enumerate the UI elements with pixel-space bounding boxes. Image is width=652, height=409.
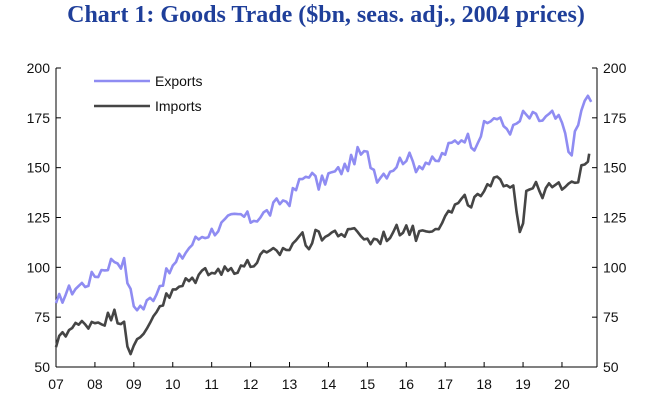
y-tick-label-right: 150 [603, 160, 627, 176]
x-tick-label: 14 [321, 376, 337, 392]
x-tick-label: 17 [437, 376, 453, 392]
x-tick-label: 07 [48, 376, 64, 392]
y-tick-label-left: 50 [34, 359, 50, 375]
x-tick-label: 12 [243, 376, 259, 392]
x-tick-label: 13 [282, 376, 298, 392]
chart-title: Chart 1: Goods Trade ($bn, seas. adj., 2… [67, 2, 585, 28]
y-tick-label-right: 125 [603, 210, 627, 226]
y-tick-label-left: 100 [27, 259, 51, 275]
y-tick-label-left: 75 [34, 309, 50, 325]
y-tick-label-right: 50 [603, 359, 619, 375]
x-tick-label: 19 [515, 376, 531, 392]
series-layer [54, 94, 593, 356]
axes-layer: 50 50 75 75 100 100 125 125 150 150 175 175 200 200 07… [27, 60, 627, 392]
series-line-imports [54, 153, 591, 356]
y-tick-label-right: 200 [603, 60, 627, 76]
y-tick-label-left: 175 [27, 110, 51, 126]
x-tick-label: 08 [87, 376, 103, 392]
x-tick-label: 18 [476, 376, 492, 392]
legend: Exports Imports [94, 73, 202, 114]
x-tick-label: 20 [554, 376, 570, 392]
legend-label-exports: Exports [155, 73, 202, 89]
y-tick-label-right: 175 [603, 110, 627, 126]
x-tick-label: 11 [204, 376, 219, 392]
x-tick-label: 10 [165, 376, 181, 392]
x-tick-label: 16 [398, 376, 414, 392]
y-tick-label-right: 75 [603, 309, 619, 325]
y-tick-label-left: 150 [27, 160, 51, 176]
y-tick-label-left: 125 [27, 210, 51, 226]
series-line-exports [54, 94, 593, 312]
x-tick-label: 09 [126, 376, 142, 392]
y-tick-label-left: 200 [27, 60, 51, 76]
legend-label-imports: Imports [155, 98, 202, 114]
y-tick-label-right: 100 [603, 259, 627, 275]
x-tick-label: 15 [360, 376, 376, 392]
